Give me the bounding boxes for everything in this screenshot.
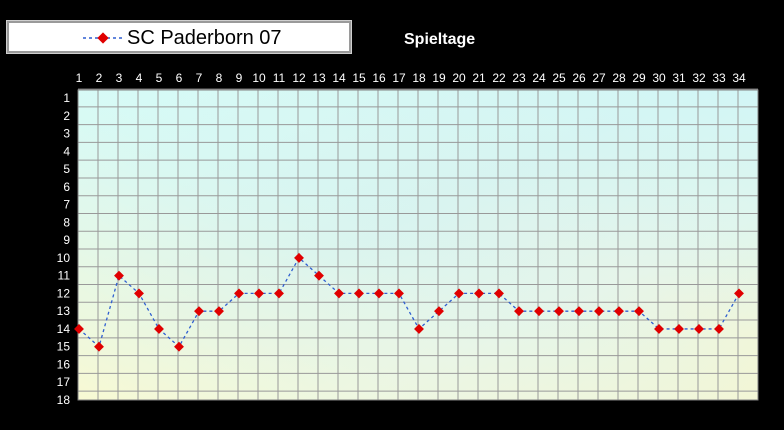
y-tick-label: 12 — [57, 286, 71, 300]
data-point — [634, 306, 644, 317]
data-point — [574, 306, 584, 317]
y-tick-label: 6 — [63, 180, 70, 194]
data-point — [154, 323, 164, 334]
legend-label: SC Paderborn 07 — [127, 27, 282, 49]
y-tick-label: 13 — [57, 304, 71, 318]
x-tick-label: 34 — [732, 71, 746, 85]
y-tick-label: 4 — [63, 144, 70, 158]
y-tick-label: 9 — [63, 233, 70, 247]
data-point — [274, 288, 284, 299]
legend: SC Paderborn 07 — [6, 20, 352, 54]
data-point — [674, 323, 684, 334]
x-tick-label: 28 — [612, 71, 626, 85]
data-point — [294, 252, 304, 263]
data-point — [234, 288, 244, 299]
y-tick-label: 10 — [57, 251, 71, 265]
data-point — [494, 288, 504, 299]
x-tick-label: 23 — [512, 71, 526, 85]
x-tick-label: 26 — [572, 71, 586, 85]
x-tick-label: 5 — [156, 71, 163, 85]
data-point — [374, 288, 384, 299]
x-tick-label: 18 — [412, 71, 426, 85]
x-tick-label: 8 — [216, 71, 223, 85]
y-tick-label: 14 — [57, 322, 71, 336]
x-tick-label: 13 — [312, 71, 326, 85]
data-point — [594, 306, 604, 317]
x-tick-label: 6 — [176, 71, 183, 85]
x-tick-label: 22 — [492, 71, 506, 85]
data-point — [694, 323, 704, 334]
x-tick-label: 1 — [76, 71, 83, 85]
data-point — [314, 270, 324, 281]
x-tick-label: 2 — [96, 71, 103, 85]
y-tick-label: 16 — [57, 357, 71, 371]
x-tick-label: 7 — [196, 71, 203, 85]
x-tick-label: 16 — [372, 71, 386, 85]
data-point — [714, 323, 724, 334]
x-tick-label: 11 — [273, 71, 286, 85]
x-tick-label: 4 — [136, 71, 143, 85]
data-point — [334, 288, 344, 299]
data-point — [354, 288, 364, 299]
x-tick-label: 31 — [672, 71, 686, 85]
x-tick-label: 32 — [692, 71, 706, 85]
x-tick-label: 19 — [432, 71, 446, 85]
x-tick-label: 10 — [252, 71, 266, 85]
y-tick-label: 1 — [63, 91, 70, 105]
y-tick-label: 8 — [63, 215, 70, 229]
y-tick-label: 5 — [63, 162, 70, 176]
data-point — [734, 288, 744, 299]
x-tick-label: 27 — [592, 71, 606, 85]
y-tick-label: 17 — [57, 375, 71, 389]
data-point — [394, 288, 404, 299]
x-tick-label: 17 — [392, 71, 406, 85]
data-point — [654, 323, 664, 334]
x-tick-label: 25 — [552, 71, 566, 85]
y-tick-label: 11 — [58, 269, 71, 283]
data-point — [134, 288, 144, 299]
data-point — [214, 306, 224, 317]
data-point — [434, 306, 444, 317]
y-tick-label: 7 — [63, 198, 70, 212]
x-tick-label: 30 — [652, 71, 666, 85]
x-tick-label: 15 — [352, 71, 366, 85]
data-point — [474, 288, 484, 299]
x-tick-label: 3 — [116, 71, 123, 85]
data-point — [414, 323, 424, 334]
x-tick-label: 14 — [332, 71, 346, 85]
x-tick-label: 20 — [452, 71, 466, 85]
x-tick-label: 24 — [532, 71, 546, 85]
x-tick-label: 33 — [712, 71, 726, 85]
y-tick-label: 15 — [57, 340, 71, 354]
data-point — [174, 341, 184, 352]
data-point — [454, 288, 464, 299]
data-point — [194, 306, 204, 317]
data-point — [534, 306, 544, 317]
x-tick-label: 21 — [472, 71, 486, 85]
y-tick-label: 2 — [63, 109, 70, 123]
y-tick-label: 18 — [57, 393, 71, 407]
data-point — [614, 306, 624, 317]
x-tick-label: 12 — [292, 71, 306, 85]
y-tick-label: 3 — [63, 127, 70, 141]
legend-marker-icon — [83, 32, 123, 44]
x-tick-label: 29 — [632, 71, 646, 85]
plot-border — [77, 89, 759, 401]
x-tick-label: 9 — [236, 71, 243, 85]
data-point — [554, 306, 564, 317]
x-axis-title: Spieltage — [404, 31, 476, 48]
data-point — [514, 306, 524, 317]
